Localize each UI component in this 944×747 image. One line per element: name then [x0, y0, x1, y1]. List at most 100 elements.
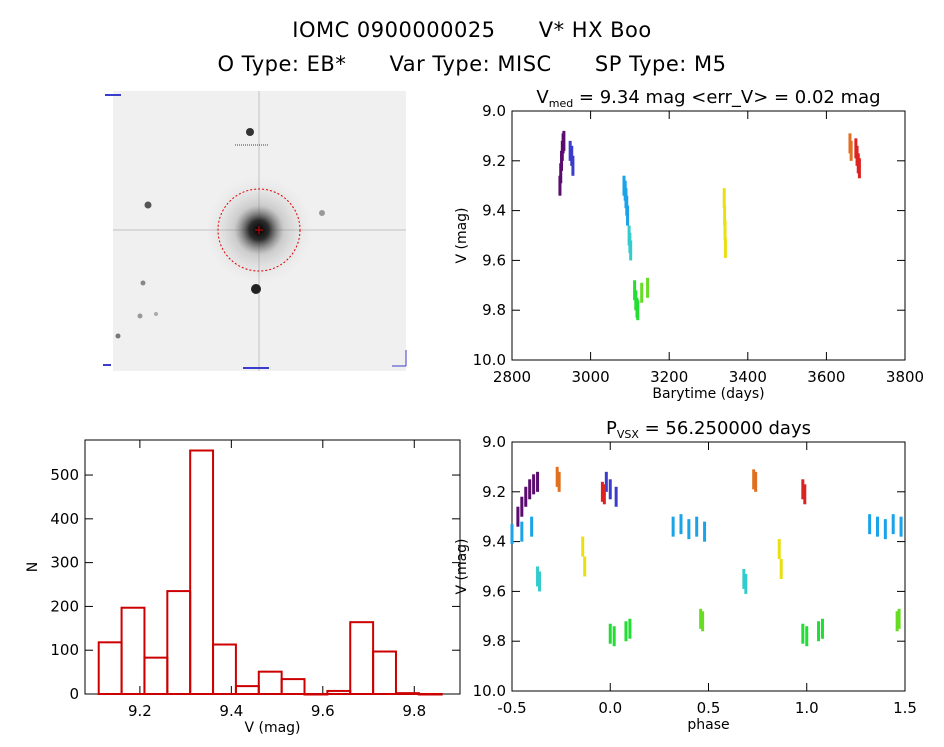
field-star: [115, 333, 121, 339]
y-tick-label: 9.6: [482, 251, 506, 269]
data-point: [626, 205, 630, 226]
data-point: [899, 516, 903, 537]
field-star: [137, 313, 143, 319]
y-tick-label: 500: [50, 466, 79, 484]
plot-frame: [84, 439, 461, 695]
histogram-bar: [303, 693, 329, 696]
y-tick-label: 9.8: [482, 632, 506, 650]
data-point: [820, 618, 824, 639]
sp-type: SP Type: M5: [594, 52, 727, 76]
data-point: [744, 573, 748, 594]
y-axis-label: N: [25, 562, 41, 572]
histogram-bar: [372, 650, 397, 695]
data-point: [671, 516, 675, 537]
data-point: [538, 571, 542, 592]
data-point: [628, 618, 632, 639]
y-tick-label: 9.4: [482, 533, 506, 551]
phase-curve-panel: -0.5 0.0 0.5 1.0 1.5 9.0 9.2 9.4 9.6 9.8 10.0 phase…: [454, 418, 917, 733]
histogram-bar: [349, 621, 375, 696]
field-star: [251, 284, 261, 294]
y-tick-label: 0: [69, 685, 79, 703]
data-point: [532, 474, 536, 495]
histogram-bar: [143, 656, 169, 696]
data-point: [558, 175, 562, 196]
x-axis-label: Barytime (days): [652, 386, 764, 402]
data-point: [510, 524, 514, 545]
data-point: [723, 220, 727, 241]
data-point: [883, 519, 887, 540]
data-point: [636, 300, 640, 321]
field-star: [144, 201, 152, 209]
data-point: [581, 536, 585, 557]
data-point: [629, 240, 633, 261]
data-point: [646, 277, 650, 298]
data-point: [559, 163, 563, 184]
x-tick-label: 0.5: [697, 699, 721, 717]
data-point: [868, 514, 872, 535]
data-point: [679, 514, 683, 535]
data-point: [701, 611, 705, 632]
data-point: [777, 539, 781, 560]
data-point: [640, 282, 644, 303]
x-tick-label: 9.8: [402, 702, 426, 720]
chart-title: PVSX = 56.250000 days: [606, 418, 811, 441]
data-point: [520, 496, 524, 517]
histogram-bar: [394, 692, 420, 696]
histogram-bar: [166, 590, 192, 695]
data-point: [555, 466, 559, 487]
histogram-bar: [326, 689, 352, 696]
data-point: [857, 158, 861, 179]
var-type: Var Type: MISC: [389, 52, 552, 76]
object-id: IOMC 0900000025: [292, 18, 496, 42]
x-tick-label: 9.2: [128, 702, 152, 720]
data-point: [612, 626, 616, 647]
data-point: [817, 621, 821, 642]
y-tick-label: 100: [50, 641, 79, 659]
x-tick-label: -0.5: [497, 699, 526, 717]
data-point: [528, 479, 532, 500]
data-point: [742, 568, 746, 589]
data-point: [583, 556, 587, 577]
x-tick-label: 9.4: [219, 702, 243, 720]
data-point: [608, 623, 612, 644]
x-tick-label: 2800: [493, 368, 531, 386]
image-label-mark: [105, 94, 121, 96]
data-point: [723, 237, 727, 258]
data-point: [687, 519, 691, 540]
o-type: O Type: EB*: [217, 52, 347, 76]
y-tick-label: 9.0: [482, 102, 506, 120]
data-point: [536, 566, 540, 587]
data-point: [695, 516, 699, 537]
histogram-panel: 9.2 9.4 9.6 9.8 0 100 200 300 400 500 V (mag) N: [25, 439, 461, 736]
histogram-bar: [280, 678, 306, 696]
data-point: [608, 479, 612, 500]
histogram-bar: [189, 449, 215, 695]
data-point: [805, 626, 809, 647]
plot-frame: [511, 110, 906, 361]
field-star: [140, 280, 146, 286]
plot-frame: [511, 441, 906, 692]
field-star: [319, 210, 325, 216]
data-point: [536, 471, 540, 492]
data-point: [895, 611, 899, 632]
y-axis-label: V (mag): [454, 207, 470, 263]
sky-image-panel: [103, 91, 407, 371]
data-point: [801, 623, 805, 644]
histogram-bar: [257, 670, 283, 696]
data-point: [779, 558, 783, 579]
data-point: [723, 205, 727, 226]
y-tick-label: 9.6: [482, 582, 506, 600]
y-tick-label: 9.2: [482, 152, 506, 170]
star-name: V* HX Boo: [538, 18, 652, 42]
y-tick-label: 10.0: [473, 682, 506, 700]
data-point: [803, 484, 807, 505]
header-line2: O Type: EB* Var Type: MISC SP Type: M5: [0, 52, 944, 76]
x-tick-label: 1.0: [795, 699, 819, 717]
x-tick-label: 9.6: [311, 702, 335, 720]
x-tick-label: 3600: [807, 368, 845, 386]
field-star: [246, 128, 254, 136]
data-point: [614, 486, 618, 507]
x-tick-label: 3800: [886, 368, 924, 386]
histogram-bar: [212, 643, 237, 695]
data-point: [897, 608, 901, 629]
